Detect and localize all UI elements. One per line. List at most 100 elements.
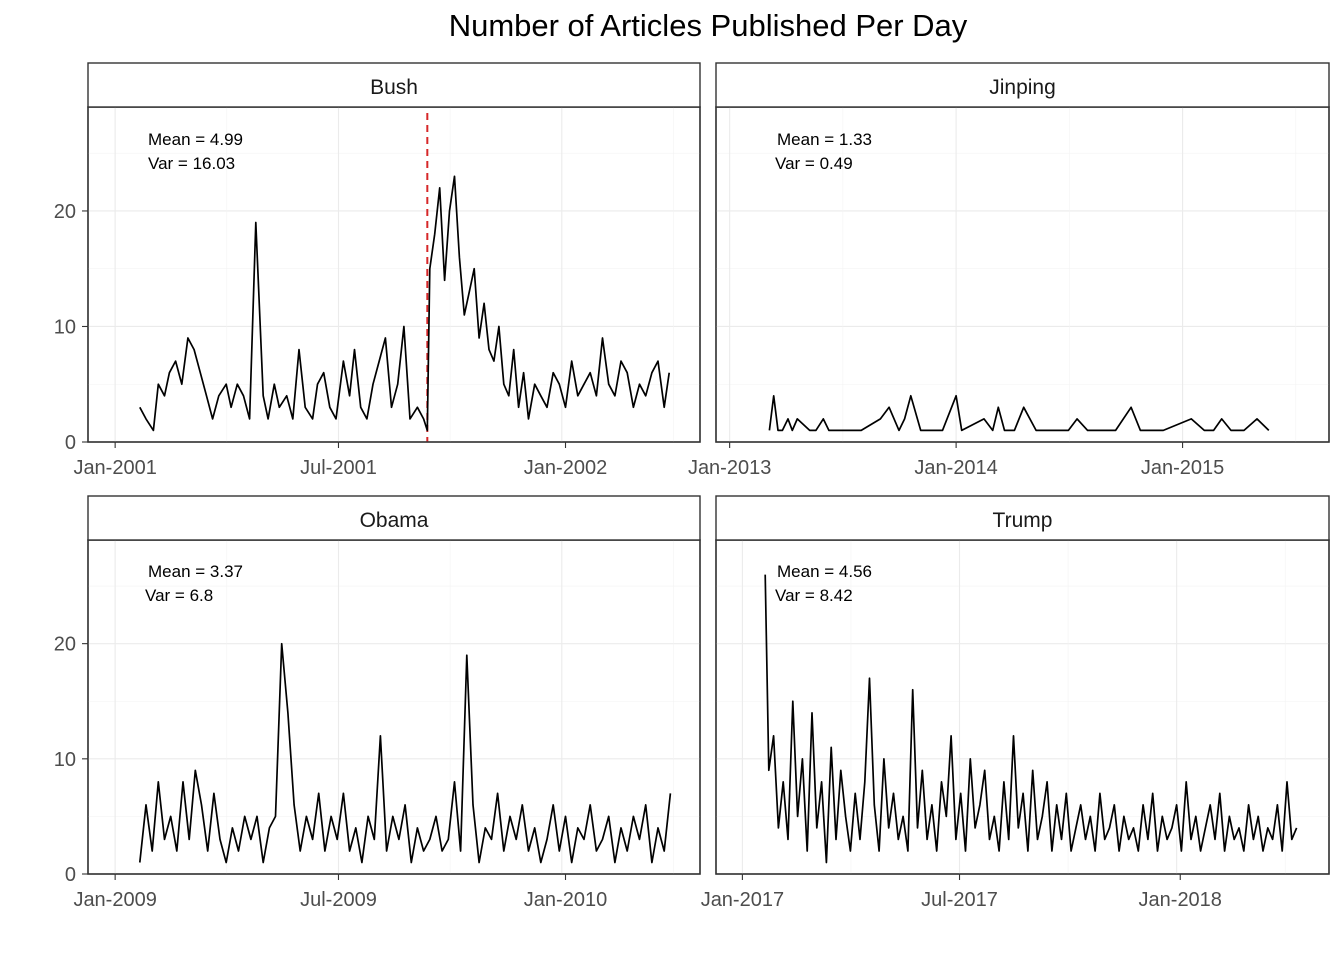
data-point bbox=[1068, 430, 1070, 432]
data-point bbox=[411, 862, 413, 864]
data-point bbox=[1032, 770, 1034, 772]
data-point bbox=[243, 395, 245, 397]
data-point bbox=[374, 839, 376, 841]
data-point bbox=[485, 827, 487, 829]
data-point bbox=[764, 574, 766, 576]
data-point bbox=[262, 862, 264, 864]
strip-background bbox=[87, 495, 701, 541]
data-point bbox=[596, 850, 598, 852]
data-point bbox=[1075, 827, 1077, 829]
data-point bbox=[596, 395, 598, 397]
data-point bbox=[1133, 827, 1135, 829]
data-point bbox=[994, 816, 996, 818]
data-point bbox=[773, 395, 775, 397]
data-point bbox=[355, 827, 357, 829]
data-point bbox=[639, 383, 641, 385]
data-point bbox=[546, 407, 548, 409]
data-point bbox=[1243, 850, 1245, 852]
data-point bbox=[324, 850, 326, 852]
data-point bbox=[367, 816, 369, 818]
data-point bbox=[883, 758, 885, 760]
data-point bbox=[249, 418, 251, 420]
data-point bbox=[589, 372, 591, 374]
data-point bbox=[225, 862, 227, 864]
data-point bbox=[460, 850, 462, 852]
data-point bbox=[777, 430, 779, 432]
data-point bbox=[1056, 804, 1058, 806]
data-point bbox=[225, 383, 227, 385]
data-point bbox=[385, 337, 387, 339]
data-point bbox=[398, 839, 400, 841]
data-point bbox=[372, 383, 374, 385]
data-point bbox=[491, 839, 493, 841]
data-point bbox=[403, 326, 405, 328]
data-point bbox=[488, 349, 490, 351]
mean-annotation: Mean = 1.33 bbox=[777, 130, 872, 149]
data-point bbox=[219, 839, 221, 841]
data-point bbox=[386, 850, 388, 852]
var-annotation: Var = 0.49 bbox=[775, 154, 853, 173]
data-point bbox=[267, 418, 269, 420]
data-point bbox=[1200, 850, 1202, 852]
data-point bbox=[961, 430, 963, 432]
data-point bbox=[565, 816, 567, 818]
data-point bbox=[478, 337, 480, 339]
data-point bbox=[361, 862, 363, 864]
data-point bbox=[797, 816, 799, 818]
data-point bbox=[213, 793, 215, 795]
data-point bbox=[1080, 804, 1082, 806]
data-point bbox=[275, 816, 277, 818]
data-point bbox=[158, 781, 160, 783]
data-point bbox=[821, 781, 823, 783]
data-point bbox=[998, 407, 1000, 409]
data-point bbox=[380, 735, 382, 737]
data-point bbox=[497, 793, 499, 795]
data-point bbox=[454, 781, 456, 783]
data-point bbox=[378, 360, 380, 362]
data-point bbox=[850, 850, 852, 852]
data-point bbox=[1233, 839, 1235, 841]
data-point bbox=[250, 839, 252, 841]
data-point bbox=[1099, 430, 1101, 432]
data-point bbox=[349, 395, 351, 397]
data-point bbox=[893, 793, 895, 795]
data-point bbox=[864, 781, 866, 783]
data-point bbox=[565, 407, 567, 409]
data-point bbox=[1185, 781, 1187, 783]
data-point bbox=[1229, 816, 1231, 818]
data-point bbox=[546, 839, 548, 841]
data-point bbox=[503, 383, 505, 385]
data-point bbox=[844, 430, 846, 432]
data-point bbox=[522, 804, 524, 806]
data-point bbox=[608, 816, 610, 818]
data-point bbox=[1003, 781, 1005, 783]
data-point bbox=[830, 747, 832, 749]
data-point bbox=[835, 839, 837, 841]
data-point bbox=[663, 850, 665, 852]
var-annotation: Var = 8.42 bbox=[775, 586, 853, 605]
data-point bbox=[1061, 839, 1063, 841]
data-point bbox=[1181, 850, 1183, 852]
data-point bbox=[1115, 430, 1117, 432]
data-point bbox=[151, 850, 153, 852]
series-line-jinping bbox=[768, 394, 1270, 432]
data-point bbox=[269, 827, 271, 829]
data-point bbox=[1205, 827, 1207, 829]
data-point bbox=[1272, 839, 1274, 841]
data-point bbox=[633, 816, 635, 818]
data-point bbox=[833, 430, 835, 432]
data-point bbox=[317, 383, 319, 385]
data-point bbox=[950, 735, 952, 737]
data-point bbox=[1162, 816, 1164, 818]
data-point bbox=[651, 372, 653, 374]
data-point bbox=[955, 395, 957, 397]
data-point bbox=[792, 430, 794, 432]
data-point bbox=[274, 383, 276, 385]
data-point bbox=[454, 176, 456, 178]
x-tick-label: Jul-2001 bbox=[300, 457, 377, 479]
data-point bbox=[1138, 850, 1140, 852]
data-point bbox=[244, 816, 246, 818]
data-point bbox=[349, 850, 351, 852]
data-point bbox=[139, 862, 141, 864]
data-point bbox=[888, 407, 890, 409]
